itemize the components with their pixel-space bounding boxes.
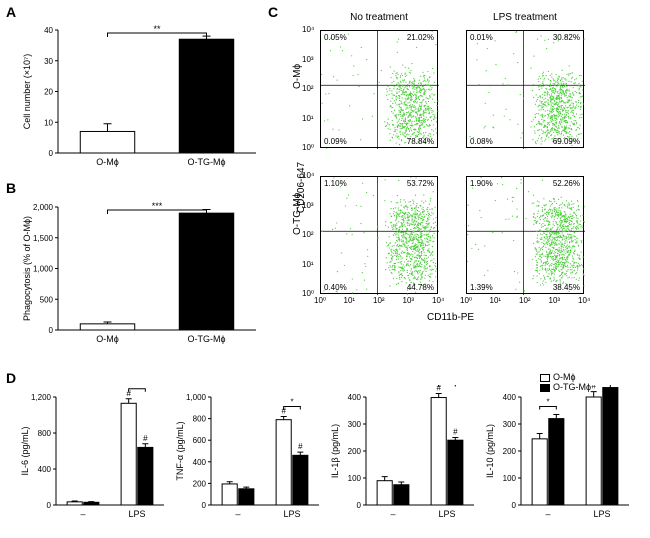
svg-text:1,500: 1,500: [33, 234, 54, 243]
panel-label-D: D: [6, 370, 16, 386]
svg-text:O-TG-Mϕ: O-TG-Mϕ: [187, 157, 225, 167]
svg-text:200: 200: [503, 447, 517, 456]
svg-text:2,000: 2,000: [33, 203, 54, 212]
svg-text:500: 500: [40, 295, 54, 304]
svg-text:1,200: 1,200: [31, 393, 52, 402]
svg-text:#: #: [591, 385, 596, 391]
svg-text:O-TG-Mϕ: O-TG-Mϕ: [187, 334, 225, 344]
svg-text:300: 300: [503, 420, 517, 429]
svg-text:**: **: [153, 24, 161, 34]
col-header: LPS treatment: [466, 12, 584, 23]
svg-text:***: ***: [152, 201, 163, 211]
svg-text:0: 0: [512, 501, 517, 510]
svg-text:0: 0: [49, 149, 54, 158]
svg-text:Cell number (×10⁷): Cell number (×10⁷): [22, 54, 32, 130]
svg-text:400: 400: [503, 393, 517, 402]
svg-text:0: 0: [202, 501, 207, 510]
panel-label-C: C: [268, 4, 278, 20]
svg-text:20: 20: [44, 88, 53, 97]
svg-text:800: 800: [38, 429, 52, 438]
svg-text:#: #: [143, 434, 148, 443]
svg-text:TNF-α (pg/mL): TNF-α (pg/mL): [175, 421, 185, 480]
svg-text:LPS: LPS: [128, 509, 145, 519]
svg-text:400: 400: [38, 465, 52, 474]
svg-text:100: 100: [503, 474, 517, 483]
svg-text:#: #: [298, 442, 303, 451]
svg-text:–: –: [235, 509, 240, 519]
svg-text:LPS: LPS: [593, 509, 610, 519]
panel-label-A: A: [6, 4, 16, 20]
svg-text:300: 300: [348, 420, 362, 429]
svg-text:200: 200: [348, 447, 362, 456]
svg-text:400: 400: [193, 458, 207, 467]
svg-text:30: 30: [44, 57, 53, 66]
panel-label-B: B: [6, 180, 16, 196]
svg-text:*: *: [546, 398, 549, 407]
svg-text:200: 200: [193, 479, 207, 488]
svg-text:100: 100: [348, 474, 362, 483]
svg-text:0: 0: [47, 501, 52, 510]
svg-text:1,000: 1,000: [33, 265, 54, 274]
col-header: No treatment: [320, 12, 438, 23]
svg-text:Phagocytosis (% of O-Mϕ): Phagocytosis (% of O-Mϕ): [22, 216, 32, 321]
legend: O-MϕO-TG-Mϕ: [540, 372, 591, 392]
svg-text:800: 800: [193, 415, 207, 424]
svg-text:40: 40: [44, 26, 53, 35]
svg-text:*: *: [135, 385, 138, 389]
svg-text:1,000: 1,000: [186, 393, 207, 402]
svg-text:IL-10 (pg/mL): IL-10 (pg/mL): [485, 424, 495, 478]
svg-text:400: 400: [348, 393, 362, 402]
svg-text:IL-1β (pg/mL): IL-1β (pg/mL): [330, 424, 340, 478]
svg-text:10: 10: [44, 118, 53, 127]
svg-text:IL-6 (pg/mL): IL-6 (pg/mL): [20, 426, 30, 475]
svg-text:#: #: [453, 428, 458, 437]
svg-text:LPS: LPS: [438, 509, 455, 519]
svg-text:0: 0: [357, 501, 362, 510]
svg-text:–: –: [545, 509, 550, 519]
svg-text:O-Mϕ: O-Mϕ: [96, 157, 119, 167]
svg-text:O-Mϕ: O-Mϕ: [96, 334, 119, 344]
svg-text:–: –: [390, 509, 395, 519]
svg-text:600: 600: [193, 436, 207, 445]
svg-text:0: 0: [49, 326, 54, 335]
svg-text:*: *: [290, 397, 293, 406]
svg-text:LPS: LPS: [283, 509, 300, 519]
svg-text:–: –: [80, 509, 85, 519]
